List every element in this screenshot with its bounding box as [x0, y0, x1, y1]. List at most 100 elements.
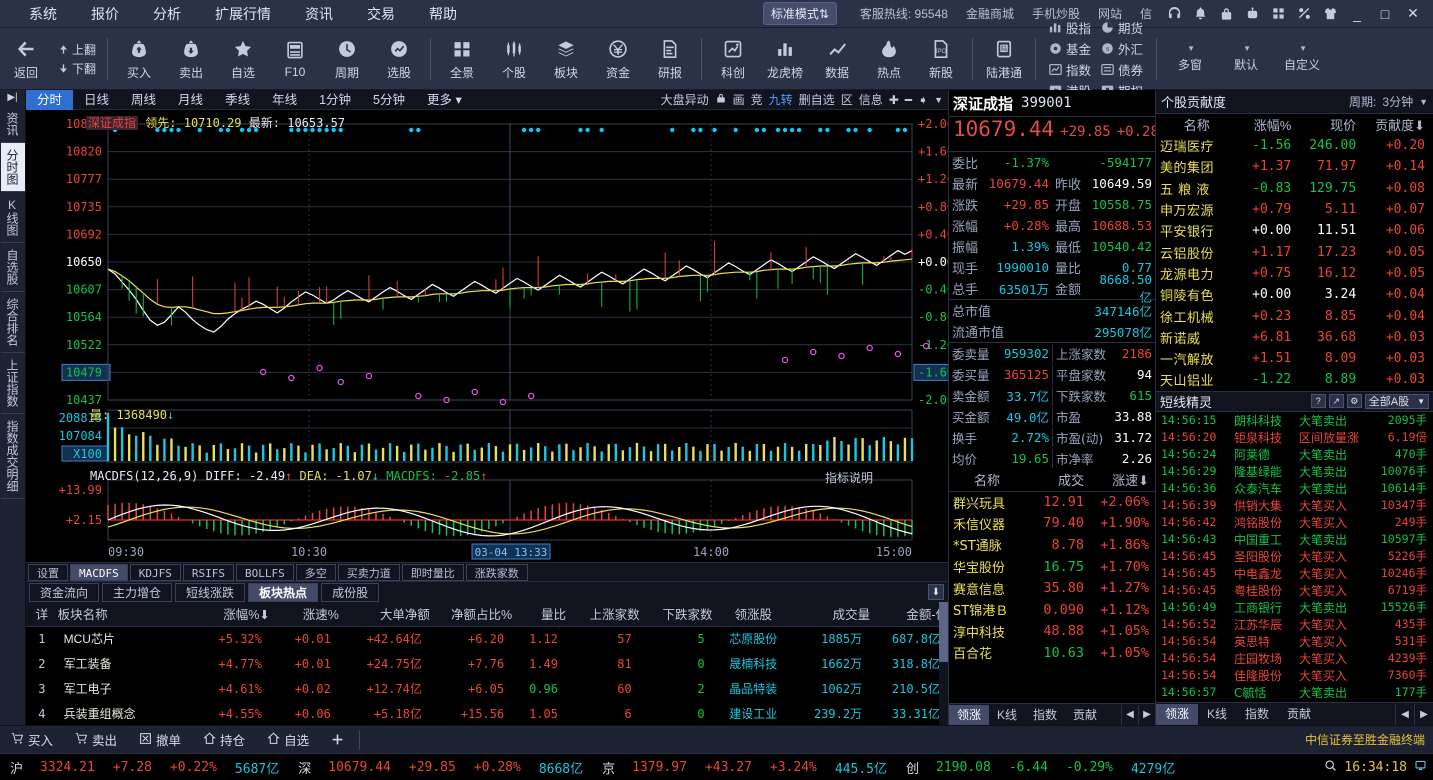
intraday-chart[interactable]: 10863+2.00%10820+1.60%10777+1.20%10735+0… — [26, 110, 948, 562]
category-基金[interactable]: 基金 — [1049, 39, 1091, 58]
alert-filter-select[interactable]: 全部A股 ▼ — [1364, 393, 1429, 409]
chart-canvas[interactable]: 10863+2.00%10820+1.60%10777+1.20%10735+0… — [26, 110, 948, 562]
contrib-row[interactable]: 平安银行 +0.00 11.51 +0.06 — [1156, 220, 1433, 241]
quote-ranking-list[interactable]: 名称 成交 涨速⬇ 群兴玩具 12.91 +2.06% 禾信仪器 79.40 +1.90% *S… — [949, 469, 1155, 703]
draw-lock-icon[interactable] — [715, 92, 727, 107]
alert-row[interactable]: 14:56:36 众泰汽车 大笔卖出 10614手 — [1156, 480, 1433, 497]
menu-item-4[interactable]: 资讯 — [305, 5, 333, 22]
alert-row[interactable]: 14:56:15 朗科科技 大笔卖出 2095手 — [1156, 412, 1433, 429]
link-mall[interactable]: 金融商城 — [965, 7, 1014, 21]
toolbar-研报[interactable]: 研报 — [644, 30, 696, 88]
chevron-down-icon[interactable]: ▼ — [1419, 96, 1428, 107]
add-button[interactable] — [320, 733, 355, 746]
menu-item-2[interactable]: 分析 — [153, 5, 181, 22]
indicator-tab-多空[interactable]: 多空 — [295, 564, 336, 581]
chevron-down-icon[interactable]: ▼ — [1243, 44, 1251, 53]
alert-row[interactable]: 14:56:42 鸿铭股份 大笔买入 249手 — [1156, 514, 1433, 531]
close-button[interactable]: ✕ — [1407, 5, 1419, 21]
contrib-row[interactable]: 申万宏源 +0.79 5.11 +0.07 — [1156, 199, 1433, 220]
toolbar-F10[interactable]: F10 — [269, 30, 321, 88]
chart-tab-周线[interactable]: 周线 — [131, 92, 157, 107]
ranking-row[interactable]: 百合花 10.63 +1.05% — [949, 642, 1155, 664]
link-message[interactable]: 信 — [1139, 7, 1152, 21]
alert-row[interactable]: 14:56:43 中国重工 大笔卖出 10597手 — [1156, 531, 1433, 548]
robot-icon[interactable] — [1239, 3, 1265, 25]
quote-tab-贡献[interactable]: 贡献 — [1073, 707, 1098, 722]
indicator-tab-买卖力道[interactable]: 买卖力道 — [337, 564, 400, 581]
alert-row[interactable]: 14:56:54 庄园牧场 大笔买入 4239手 — [1156, 650, 1433, 667]
indicator-help-link[interactable]: 指标说明 — [824, 471, 873, 485]
sync-icon[interactable] — [1291, 3, 1317, 25]
alert-row[interactable]: 14:56:20 钜泉科技 区间放量涨 6.19倍 — [1156, 429, 1433, 446]
tool-remove-favorite[interactable]: 删自选 — [798, 93, 835, 107]
contrib-row[interactable]: 铜陵有色 +0.00 3.24 +0.04 — [1156, 284, 1433, 305]
contrib-row[interactable]: 一汽解放 +1.51 8.09 +0.03 — [1156, 348, 1433, 369]
gear-icon[interactable]: ⚙ — [1346, 394, 1362, 409]
tool-market-alert[interactable]: 大盘异动 — [660, 93, 709, 107]
help-icon[interactable]: ? — [1310, 394, 1326, 409]
quote-tab-指数[interactable]: 指数 — [1033, 707, 1058, 722]
right-tab-指数[interactable]: 指数 — [1245, 706, 1270, 721]
ranking-row[interactable]: 赛意信息 35.80 +1.27% — [949, 577, 1155, 599]
toolbar-选股[interactable]: 选股 — [373, 30, 425, 88]
category-期货[interactable]: 期货 — [1101, 18, 1143, 37]
category-股指[interactable]: 股指 — [1049, 18, 1091, 37]
zoom-in-icon[interactable]: ✚ — [888, 92, 899, 107]
quote-tab-领涨[interactable]: 领涨 — [949, 704, 990, 725]
category-外汇[interactable]: S 外汇 — [1101, 39, 1143, 58]
layout-多窗[interactable]: ▼ 多窗 — [1, 30, 1218, 106]
sector-tab-成份股[interactable]: 成份股 — [321, 582, 380, 602]
chevron-down-icon[interactable]: ▼ — [1187, 44, 1195, 53]
indicator-tab-即时量比[interactable]: 即时量比 — [401, 564, 464, 581]
contrib-row[interactable]: 云铝股份 +1.17 17.23 +0.05 — [1156, 241, 1433, 262]
prev-page-icon[interactable]: ◀ — [1121, 704, 1138, 725]
sector-tab-资金流向[interactable]: 资金流向 — [29, 582, 100, 602]
mode-selector[interactable]: 标准模式⇅ — [762, 2, 837, 25]
index-深[interactable]: 深 10679.44 +29.85 +0.28% 8668亿 — [288, 758, 592, 777]
contribution-table-wrap[interactable]: 名称 涨幅% 现价 贡献度⬇ 迈瑞医疗 -1.56 246.00 +0.20 美的集团 +1.3… — [1156, 114, 1433, 391]
next-page-icon[interactable]: ▶ — [1138, 704, 1155, 725]
indicator-tab-RSIFS[interactable]: RSIFS — [182, 564, 234, 581]
toolbar-陆港通[interactable]: 陆陆港通 — [978, 30, 1030, 88]
contrib-row[interactable]: 五 粮 液 -0.83 129.75 +0.08 — [1156, 178, 1433, 199]
link-mobile[interactable]: 手机炒股 — [1031, 7, 1080, 21]
toolbar-龙虎榜[interactable]: 龙虎榜 — [759, 30, 811, 88]
search-icon[interactable] — [1324, 759, 1337, 776]
zoom-out-icon[interactable]: ━ — [904, 92, 913, 107]
toolbar-数据[interactable]: 数据 — [811, 30, 863, 88]
sector-row[interactable]: 1 MCU芯片 +5.32% +0.01 +42.64亿 +6.20 1.12 57 5 芯原股份… — [26, 626, 948, 651]
rail-collapse-icon[interactable]: ▶| — [7, 92, 18, 103]
contrib-row[interactable]: 龙源电力 +0.75 16.12 +0.05 — [1156, 263, 1433, 284]
toolbar-板块[interactable]: 板块 — [540, 30, 592, 88]
index-沪[interactable]: 沪 3324.21 +7.28 +0.22% 5687亿 — [0, 758, 288, 777]
sector-tab-主力增仓[interactable]: 主力增仓 — [102, 582, 173, 602]
rail-item-自选股[interactable]: 自选股 — [0, 243, 25, 292]
category-债券[interactable]: 债券 — [1101, 60, 1143, 79]
download-icon[interactable]: ⬇ — [928, 584, 944, 600]
alert-row[interactable]: 14:56:45 粤桂股份 大笔买入 6719手 — [1156, 582, 1433, 599]
alert-feed[interactable]: 14:56:15 朗科科技 大笔卖出 2095手 14:56:20 钜泉科技 区间放量涨 6.… — [1156, 412, 1433, 702]
right-tab-K线[interactable]: K线 — [1207, 706, 1228, 721]
rail-item-综合排名[interactable]: 综合排名 — [0, 292, 25, 353]
menu-item-6[interactable]: 帮助 — [429, 5, 457, 22]
sector-row[interactable]: 3 军工电子 +4.61% +0.02 +12.74亿 +6.05 0.96 60 2 晶品特装 1… — [26, 676, 948, 701]
period-selector[interactable]: 周期: 3分钟 ▼ — [1349, 93, 1428, 110]
chart-tab-更多[interactable]: 更多 ▾ — [427, 92, 462, 107]
toolbar-个股[interactable]: 个股 — [488, 30, 540, 88]
sector-row[interactable]: 4 兵装重组概念 +4.55% +0.06 +5.18亿 +15.56 1.05 6 0 建设工业… — [26, 701, 948, 725]
toolbar-全景[interactable]: 全景 — [436, 30, 488, 88]
ranking-row[interactable]: 群兴玩具 12.91 +2.06% — [949, 491, 1155, 513]
toolbar-新股[interactable]: IPO 新股 — [915, 30, 967, 88]
maximize-button[interactable]: □ — [1380, 5, 1390, 22]
toolbar-自选[interactable]: 自选 — [217, 30, 269, 88]
page-up-button[interactable]: 上翻 — [58, 41, 96, 58]
page-down-button[interactable]: 下翻 — [58, 60, 96, 77]
contrib-row[interactable]: 迈瑞医疗 -1.56 246.00 +0.20 — [1156, 135, 1433, 156]
trade-买入[interactable]: 买入 — [0, 730, 64, 749]
alert-row[interactable]: 14:56:45 中电鑫龙 大笔买入 10246手 — [1156, 565, 1433, 582]
link-website[interactable]: 网站 — [1097, 7, 1122, 21]
alert-row[interactable]: 14:56:24 阿莱德 大笔卖出 470手 — [1156, 446, 1433, 463]
lock-icon[interactable] — [1213, 3, 1239, 25]
scroll-end-icon[interactable]: ➧ — [918, 92, 929, 107]
layout-自定义[interactable]: ▼ 自定义 — [2, 30, 1330, 107]
